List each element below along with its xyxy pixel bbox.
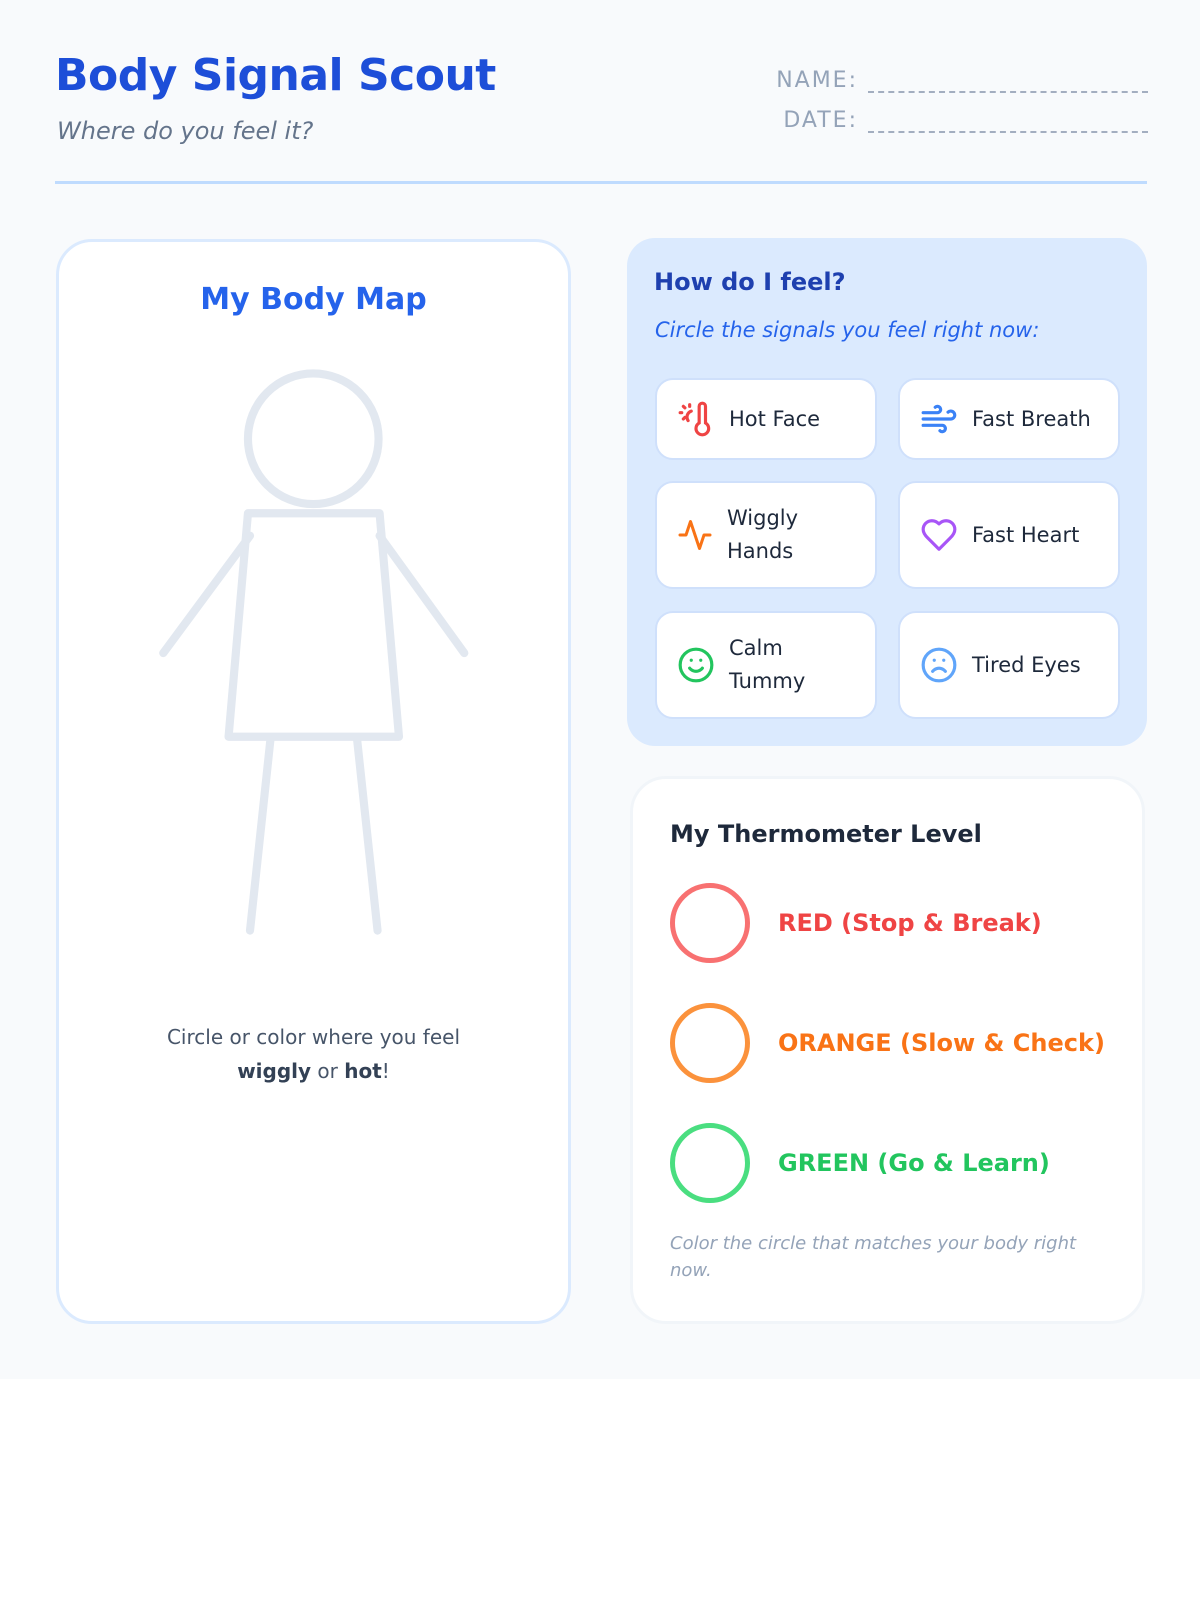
signal-label: Calm Tummy [729,636,806,693]
signal-fast-heart[interactable]: Fast Heart [898,481,1120,589]
body-map-card [56,239,571,1324]
signal-tired-eyes[interactable]: Tired Eyes [898,611,1120,719]
feelings-subtitle: Circle the signals you feel right now: [655,318,1040,342]
figure-head[interactable] [243,369,383,509]
level-orange[interactable]: ORANGE (Slow & Check) [670,1003,1105,1083]
figure-right-leg[interactable] [353,735,382,935]
signal-label: Wiggly Hands [727,506,799,563]
page-title: Body Signal Scout [55,50,496,101]
signal-label: Hot Face [729,406,821,431]
green-circle[interactable] [670,1123,750,1203]
figure-left-arm[interactable] [159,531,255,658]
wind-icon [921,404,957,434]
hint-or: or [311,1059,345,1083]
thermometer-note: Color the circle that matches your body … [670,1233,1077,1281]
name-line[interactable] [868,75,1148,93]
signal-fast-breath[interactable]: Fast Breath [898,378,1120,460]
signal-wiggly-hands[interactable]: Wiggly Hands [655,481,877,589]
level-label: ORANGE (Slow & Check) [778,1029,1105,1057]
frown-icon [921,647,957,683]
signal-calm-tummy[interactable]: Calm Tummy [655,611,877,719]
date-field[interactable]: DATE: [783,108,1148,133]
orange-circle[interactable] [670,1003,750,1083]
signal-label: Tired Eyes [972,652,1081,677]
header-divider [55,181,1147,184]
figure-right-arm[interactable] [375,531,469,658]
name-field[interactable]: NAME: [776,68,1148,93]
figure-left-leg[interactable] [245,735,275,935]
level-label: RED (Stop & Break) [778,909,1042,937]
date-label: DATE: [783,108,858,133]
hint-text: Circle or color where you feel [166,1025,461,1049]
activity-icon [678,520,712,550]
hint-hot: hot [344,1059,382,1083]
level-green[interactable]: GREEN (Go & Learn) [670,1123,1050,1203]
signal-hot-face[interactable]: Hot Face [655,378,877,460]
body-map-title: My Body Map [200,282,427,317]
signal-label: Fast Breath [972,406,1091,431]
hint-wiggly: wiggly [237,1059,312,1083]
level-red[interactable]: RED (Stop & Break) [670,883,1042,963]
hint-end: ! [381,1059,390,1083]
red-circle[interactable] [670,883,750,963]
thermometer-sun-icon [678,401,711,437]
smile-icon [678,647,714,683]
date-line[interactable] [868,115,1148,133]
signal-label: Fast Heart [972,522,1080,547]
feelings-title: How do I feel? [654,268,846,296]
body-map-hint: Circle or color where you feel wiggly or … [56,1020,571,1088]
name-label: NAME: [776,68,858,93]
page-subtitle: Where do you feel it? [57,117,314,145]
level-label: GREEN (Go & Learn) [778,1149,1050,1177]
heart-icon [921,519,957,551]
thermometer-title: My Thermometer Level [670,820,982,848]
figure-torso[interactable] [224,509,404,741]
